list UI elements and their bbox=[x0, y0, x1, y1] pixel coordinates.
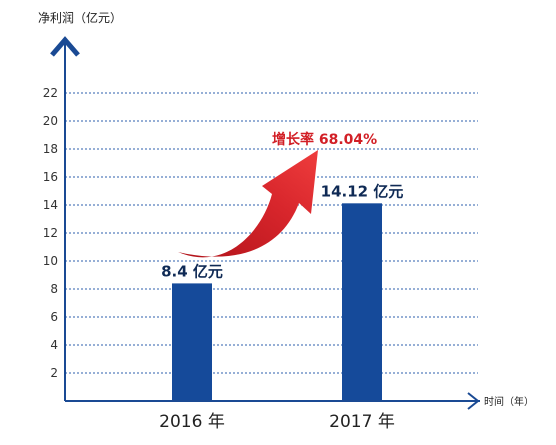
x-axis-arrow-icon bbox=[467, 392, 480, 410]
y-tick-label: 2 bbox=[50, 366, 58, 380]
category-label: 2017 年 bbox=[329, 412, 395, 432]
y-tick-label: 10 bbox=[43, 254, 58, 268]
x-axis-title: 时间（年） bbox=[484, 395, 534, 408]
grid-lines bbox=[65, 92, 478, 374]
data-label: 8.4 亿元 bbox=[161, 262, 223, 280]
bar bbox=[342, 203, 382, 401]
y-tick-label: 20 bbox=[43, 114, 58, 128]
category-labels: 2016 年 2017 年 bbox=[159, 412, 395, 432]
y-tick-label: 16 bbox=[43, 170, 58, 184]
bar bbox=[172, 283, 212, 401]
y-tick-label: 14 bbox=[43, 198, 58, 212]
y-axis-arrow-icon bbox=[50, 36, 80, 57]
axes bbox=[50, 36, 480, 410]
y-axis-title: 净利润（亿元） bbox=[38, 10, 122, 25]
y-tick-label: 4 bbox=[50, 338, 58, 352]
data-labels: 8.4 亿元 14.12 亿元 bbox=[161, 182, 403, 280]
y-tick-label: 22 bbox=[43, 86, 58, 100]
y-tick-label: 18 bbox=[43, 142, 58, 156]
growth-rate-label: 增长率 68.04% bbox=[272, 131, 377, 148]
bars bbox=[172, 203, 382, 401]
data-label: 14.12 亿元 bbox=[321, 182, 404, 200]
category-label: 2016 年 bbox=[159, 412, 225, 432]
y-tick-label: 12 bbox=[43, 226, 58, 240]
y-tick-label: 8 bbox=[50, 282, 58, 296]
y-tick-label: 6 bbox=[50, 310, 58, 324]
y-tick-labels: 2 4 6 8 10 12 14 16 18 20 22 bbox=[43, 86, 58, 380]
growth-arrow-icon bbox=[178, 150, 318, 258]
